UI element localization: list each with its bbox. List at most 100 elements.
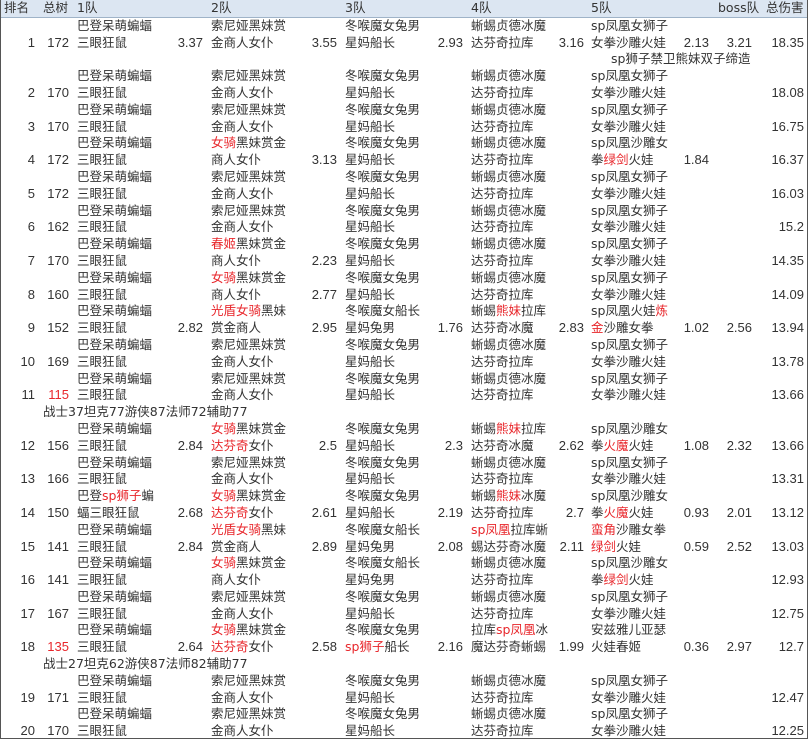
damage-cell[interactable]: 13.03 (771, 538, 804, 554)
team2-score-cell[interactable]: 2.77 (311, 286, 337, 302)
damage-cell[interactable]: 13.12 (771, 504, 804, 520)
total-cell[interactable]: 162 (47, 219, 69, 235)
team1-top-cell[interactable]: 巴登呆萌蝙蝠 (77, 135, 152, 152)
team3-bottom-cell[interactable]: 星妈船长 (345, 606, 395, 623)
team2-top-cell[interactable]: 索尼娅黑妹赏 (211, 706, 286, 723)
rank-cell[interactable]: 20 (20, 723, 35, 739)
team3-top-cell[interactable]: 冬喉魔女船长 (345, 555, 420, 572)
note-cell[interactable]: sp狮子禁卫熊妹双子缔造 (611, 51, 751, 67)
team1-bottom-cell[interactable]: 三眼狂鼠 (77, 639, 127, 656)
team3-bottom-cell[interactable]: 星妈船长 (345, 186, 395, 203)
team4-top-cell[interactable]: 蜥蜴熊妹拉库 (471, 303, 546, 320)
team3-score-cell[interactable]: 2.93 (437, 34, 463, 50)
team1-bottom-cell[interactable]: 三眼狂鼠 (77, 539, 127, 556)
team3-bottom-cell[interactable]: 星妈船长 (345, 438, 395, 455)
team2-top-cell[interactable]: 索尼娅黑妹赏 (211, 455, 286, 472)
team2-score-cell[interactable]: 3.55 (311, 34, 337, 50)
team4-score-cell[interactable]: 2.62 (558, 437, 584, 453)
team3-bottom-cell[interactable]: 星妈船长 (345, 119, 395, 136)
team5-top-cell[interactable]: sp凤凰沙雕女 (591, 135, 668, 152)
total-cell[interactable]: 141 (47, 538, 69, 554)
team1-bottom-cell[interactable]: 三眼狂鼠 (77, 219, 127, 236)
team4-score-cell[interactable]: 1.99 (558, 639, 584, 655)
team5-top-cell[interactable]: sp凤凰女狮子 (591, 337, 668, 354)
team5-top-cell[interactable]: sp凤凰女狮子 (591, 673, 668, 690)
team4-top-cell[interactable]: 蜥蜴贞德冰魔 (471, 455, 546, 472)
team5-top-cell[interactable]: sp凤凰火娃炼 (591, 303, 668, 320)
team3-bottom-cell[interactable]: 星妈兔男 (345, 539, 395, 556)
team1-top-cell[interactable]: 巴登呆萌蝙蝠 (77, 706, 152, 723)
total-cell[interactable]: 172 (47, 185, 69, 201)
team4-top-cell[interactable]: 蜥蜴贞德冰魔 (471, 68, 546, 85)
team3-top-cell[interactable]: 冬喉魔女船长 (345, 303, 420, 320)
team1-score-cell[interactable]: 2.84 (177, 437, 203, 453)
total-cell[interactable]: 156 (47, 437, 69, 453)
team2-top-cell[interactable]: 女骑黑妹赏金 (211, 622, 286, 639)
team1-bottom-cell[interactable]: 三眼狂鼠 (77, 186, 127, 203)
team2-top-cell[interactable]: 光盾女骑黑妹 (211, 303, 286, 320)
damage-cell[interactable]: 14.09 (771, 286, 804, 302)
total-cell[interactable]: 150 (47, 504, 69, 520)
team5-top-cell[interactable]: sp凤凰女狮子 (591, 169, 668, 186)
team1-top-cell[interactable]: 巴登sp狮子蝙 (77, 488, 154, 505)
team3-bottom-cell[interactable]: 星妈船长 (345, 85, 395, 102)
damage-cell[interactable]: 15.2 (778, 219, 804, 235)
team1-bottom-cell[interactable]: 三眼狂鼠 (77, 85, 127, 102)
team5-bottom-cell[interactable]: 女拳沙雕火娃 (591, 606, 666, 623)
team5-score-cell[interactable]: 1.02 (683, 320, 709, 336)
rank-cell[interactable]: 1 (27, 34, 35, 50)
boss-score-cell[interactable]: 2.32 (726, 437, 752, 453)
rank-cell[interactable]: 7 (27, 252, 35, 268)
team1-top-cell[interactable]: 巴登呆萌蝙蝠 (77, 555, 152, 572)
team5-bottom-cell[interactable]: 女拳沙雕火娃 (591, 354, 666, 371)
total-cell[interactable]: 170 (47, 252, 69, 268)
team2-bottom-cell[interactable]: 金商人女仆 (211, 690, 274, 707)
team5-score-cell[interactable]: 0.59 (683, 538, 709, 554)
team5-score-cell[interactable]: 0.93 (683, 504, 709, 520)
team2-bottom-cell[interactable]: 金商人女仆 (211, 35, 274, 52)
team3-bottom-cell[interactable]: 星妈船长 (345, 505, 395, 522)
team5-top-cell[interactable]: sp凤凰女狮子 (591, 706, 668, 723)
team4-top-cell[interactable]: 蜥蜴贞德冰魔 (471, 371, 546, 388)
team5-bottom-cell[interactable]: 女拳沙雕火娃 (591, 287, 666, 304)
team5-score-cell[interactable]: 2.13 (683, 34, 709, 50)
team2-top-cell[interactable]: 索尼娅黑妹赏 (211, 673, 286, 690)
team3-top-cell[interactable]: 冬喉魔女兔男 (345, 706, 420, 723)
header-damage[interactable]: 总伤害 (766, 0, 804, 15)
header-boss[interactable]: boss队 (718, 0, 760, 15)
team5-top-cell[interactable]: sp凤凰女狮子 (591, 102, 668, 119)
header-rank[interactable]: 排名 (4, 0, 30, 15)
team1-top-cell[interactable]: 巴登呆萌蝙蝠 (77, 337, 152, 354)
team1-score-cell[interactable]: 2.84 (177, 538, 203, 554)
boss-score-cell[interactable]: 2.97 (726, 639, 752, 655)
team4-bottom-cell[interactable]: 魔达芬奇蜥蜴 (471, 639, 546, 656)
team4-top-cell[interactable]: 蜥蜴贞德冰魔 (471, 673, 546, 690)
team2-bottom-cell[interactable]: 商人女仆 (211, 287, 261, 304)
team2-score-cell[interactable]: 2.58 (311, 639, 337, 655)
damage-cell[interactable]: 16.03 (771, 185, 804, 201)
team2-bottom-cell[interactable]: 达芬奇女仆 (211, 505, 274, 522)
team2-bottom-cell[interactable]: 金商人女仆 (211, 723, 274, 740)
team2-score-cell[interactable]: 2.23 (311, 252, 337, 268)
total-cell[interactable]: 170 (47, 118, 69, 134)
team2-top-cell[interactable]: 索尼娅黑妹赏 (211, 68, 286, 85)
team5-bottom-cell[interactable]: 火娃春姬 (591, 639, 641, 656)
team4-bottom-cell[interactable]: 达芬奇拉库 (471, 219, 534, 236)
team1-bottom-cell[interactable]: 三眼狂鼠 (77, 572, 127, 589)
boss-score-cell[interactable]: 3.21 (726, 34, 752, 50)
note-cell[interactable]: 战士27坦克62游侠87法师82辅助77 (43, 656, 248, 672)
team2-score-cell[interactable]: 2.5 (318, 437, 337, 453)
team2-score-cell[interactable]: 2.61 (311, 504, 337, 520)
rank-cell[interactable]: 12 (20, 437, 35, 453)
team2-top-cell[interactable]: 女骑黑妹赏金 (211, 135, 286, 152)
team5-bottom-cell[interactable]: 女拳沙雕火娃 (591, 690, 666, 707)
team4-top-cell[interactable]: 蜥蜴熊妹冰魔 (471, 488, 546, 505)
total-cell[interactable]: 167 (47, 605, 69, 621)
team1-top-cell[interactable]: 巴登呆萌蝙蝠 (77, 18, 152, 35)
team3-top-cell[interactable]: 冬喉魔女兔男 (345, 337, 420, 354)
team4-top-cell[interactable]: 蜥蜴贞德冰魔 (471, 169, 546, 186)
total-cell[interactable]: 172 (47, 34, 69, 50)
team1-bottom-cell[interactable]: 三眼狂鼠 (77, 387, 127, 404)
team2-bottom-cell[interactable]: 金商人女仆 (211, 606, 274, 623)
team4-bottom-cell[interactable]: 达芬奇冰魔 (471, 320, 534, 337)
